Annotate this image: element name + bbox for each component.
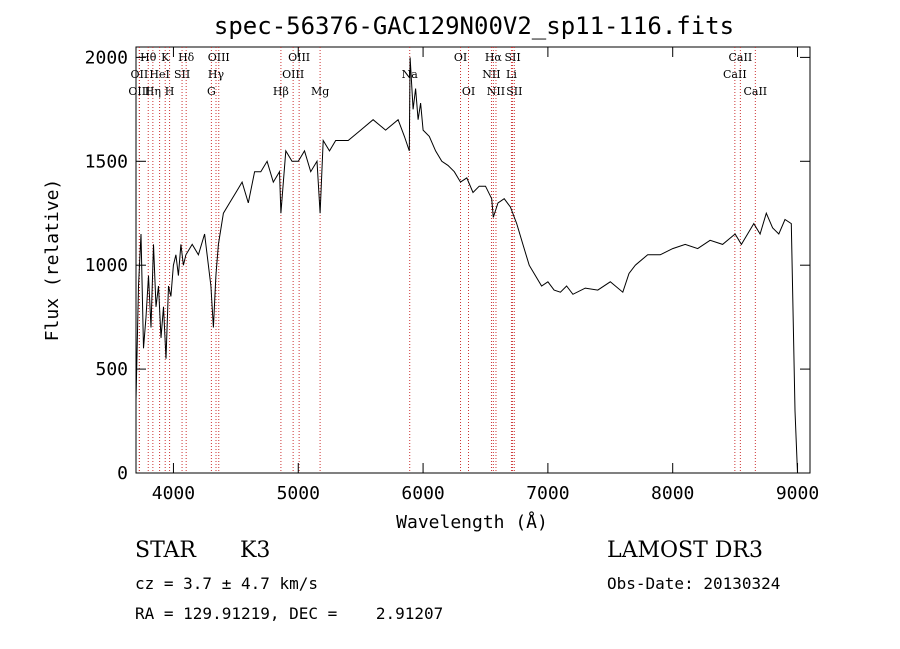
line-label-24: SII bbox=[506, 85, 522, 98]
observation-date: Obs-Date: 20130324 bbox=[607, 574, 781, 593]
y-axis-label: Flux (relative) bbox=[42, 179, 63, 342]
object-class: STAR bbox=[135, 538, 196, 563]
redshift-velocity: cz = 3.7 ± 4.7 km/s bbox=[135, 574, 319, 593]
line-label-4: HeI bbox=[149, 68, 169, 81]
line-label-10: Hγ bbox=[208, 68, 225, 81]
y-tick-label-3: 1500 bbox=[85, 151, 128, 172]
spectral-line-markers bbox=[138, 47, 756, 473]
line-label-21: NII bbox=[487, 85, 505, 98]
line-label-23: Li bbox=[506, 68, 517, 81]
line-label-3: Hη bbox=[145, 85, 161, 98]
line-label-2: OIII bbox=[128, 85, 150, 98]
line-label-0: Hθ bbox=[140, 51, 157, 64]
chart-title: spec-56376-GAC129N00V2_sp11-116.fits bbox=[214, 12, 734, 40]
plot-frame bbox=[135, 46, 811, 474]
x-axis-label: Wavelength (Å) bbox=[396, 511, 548, 533]
x-tick-label-0: 4000 bbox=[152, 483, 195, 504]
line-label-19: Hα bbox=[485, 51, 503, 64]
line-label-9: OIII bbox=[208, 51, 230, 64]
line-label-22: SII bbox=[504, 51, 520, 64]
line-label-12: Hβ bbox=[273, 85, 289, 98]
x-tick-label-3: 7000 bbox=[526, 483, 569, 504]
x-tick-label-5: 9000 bbox=[776, 483, 819, 504]
x-axis-ticks: 4000 5000 6000 7000 8000 9000 bbox=[152, 47, 819, 504]
line-label-6: H bbox=[165, 85, 175, 98]
line-label-8: Hδ bbox=[178, 51, 195, 64]
y-tick-label-2: 1000 bbox=[85, 255, 128, 276]
coordinates: RA = 129.91219, DEC = 2.91207 bbox=[135, 604, 444, 623]
line-label-20: NII bbox=[482, 68, 500, 81]
object-subclass: K3 bbox=[240, 538, 271, 563]
line-label-27: CaII bbox=[743, 85, 767, 98]
line-label-5: K bbox=[161, 51, 170, 64]
x-tick-label-1: 5000 bbox=[277, 483, 320, 504]
line-label-7: SII bbox=[174, 68, 190, 81]
line-label-18: OI bbox=[462, 85, 475, 98]
x-tick-label-2: 6000 bbox=[401, 483, 444, 504]
line-label-15: Mg bbox=[311, 85, 329, 98]
y-tick-label-0: 0 bbox=[117, 463, 128, 484]
line-label-11: G bbox=[207, 85, 216, 98]
spectrum-series-line bbox=[135, 57, 798, 474]
spectrum-chart: spec-56376-GAC129N00V2_sp11-116.fits Hθ O… bbox=[42, 12, 819, 533]
line-label-26: CaII bbox=[723, 68, 747, 81]
line-label-1: OII bbox=[131, 68, 149, 81]
line-label-25: CaII bbox=[729, 51, 753, 64]
y-axis-ticks: 0 500 1000 1500 2000 bbox=[85, 47, 810, 484]
y-tick-label-1: 500 bbox=[95, 359, 128, 380]
y-tick-label-4: 2000 bbox=[85, 47, 128, 68]
line-label-17: OI bbox=[454, 51, 467, 64]
x-tick-label-4: 8000 bbox=[651, 483, 694, 504]
survey-name: LAMOST DR3 bbox=[607, 538, 763, 563]
line-label-13: OIII bbox=[288, 51, 310, 64]
line-label-14: OIII bbox=[282, 68, 304, 81]
